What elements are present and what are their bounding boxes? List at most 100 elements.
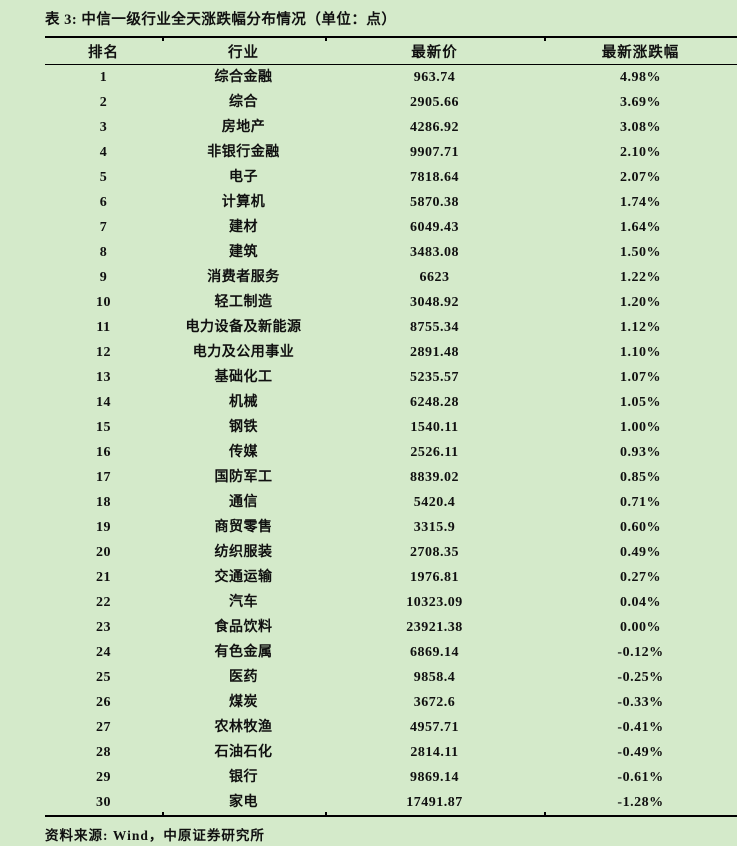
table-cell: 1.07%: [620, 370, 661, 385]
table-cell: 6248.28: [410, 395, 459, 410]
table-row: 21 交通运输 1976.81 0.27%: [45, 565, 737, 590]
table-cell: 0.60%: [620, 520, 661, 535]
header-latest-price: 最新价: [411, 44, 458, 61]
table-row: 26 煤炭 3672.6 -0.33%: [45, 690, 737, 715]
table-body: 1 综合金融 963.74 4.98% 2 综合 2905.66 3.69% 3 房地产 4286.…: [45, 65, 737, 817]
table-cell: 1.12%: [620, 320, 661, 335]
data-source-note: 资料来源: Wind，中原证券研究所: [45, 828, 265, 843]
table-cell: 26: [96, 695, 111, 710]
table-cell: 3672.6: [413, 695, 456, 710]
table-cell: 8755.34: [410, 320, 459, 335]
table-cell: 0.85%: [620, 470, 661, 485]
table-row: 20 纺织服装 2708.35 0.49%: [45, 540, 737, 565]
table-cell: 20: [96, 545, 111, 560]
table-cell: 0.49%: [620, 545, 661, 560]
table-row: 10 轻工制造 3048.92 1.20%: [45, 290, 737, 315]
table-cell: 9858.4: [413, 670, 456, 685]
table-container: 排名 行业 最新价 最新涨跌幅 1 综合金融 963.74 4.98% 2 综合 2905.…: [45, 36, 737, 817]
table-cell: 9907.71: [410, 145, 459, 160]
table-cell: 建筑: [229, 245, 258, 260]
table-cell: 19: [96, 520, 111, 535]
table-cell: -0.25%: [617, 670, 664, 685]
table-cell: 电子: [229, 170, 258, 185]
table-row: 14 机械 6248.28 1.05%: [45, 390, 737, 415]
table-cell: 消费者服务: [207, 270, 280, 285]
table-cell: 电力设备及新能源: [185, 320, 302, 335]
table-row: 7 建材 6049.43 1.64%: [45, 215, 737, 240]
table-cell: 15: [96, 420, 111, 435]
table-cell: 2891.48: [410, 345, 459, 360]
table-cell: 14: [96, 395, 111, 410]
table-cell: 4957.71: [410, 720, 459, 735]
table-cell: 房地产: [221, 120, 266, 135]
table-cell: 2708.35: [410, 545, 459, 560]
table-cell: -0.61%: [617, 770, 664, 785]
table-cell: 1.05%: [620, 395, 661, 410]
table-cell: 1.20%: [620, 295, 661, 310]
table-row: 13 基础化工 5235.57 1.07%: [45, 365, 737, 390]
table-cell: 7: [99, 220, 108, 235]
table-cell: 11: [96, 320, 111, 335]
table-row: 28 石油石化 2814.11 -0.49%: [45, 740, 737, 765]
table-row: 8 建筑 3483.08 1.50%: [45, 240, 737, 265]
table-cell: 家电: [229, 795, 258, 810]
industry-change-table: 排名 行业 最新价 最新涨跌幅 1 综合金融 963.74 4.98% 2 综合 2905.…: [45, 36, 737, 817]
table-cell: 8: [99, 245, 108, 260]
table-cell: 1.10%: [620, 345, 661, 360]
table-cell: 电力及公用事业: [192, 345, 295, 360]
table-cell: 食品饮料: [214, 620, 273, 635]
table-cell: 1.64%: [620, 220, 661, 235]
header-industry: 行业: [228, 44, 259, 61]
table-cell: 石油石化: [214, 745, 273, 760]
table-cell: 12: [96, 345, 111, 360]
table-row: 29 银行 9869.14 -0.61%: [45, 765, 737, 790]
table-cell: 3315.9: [413, 520, 456, 535]
table-cell: 10323.09: [406, 595, 463, 610]
table-cell: 16: [96, 445, 111, 460]
table-cell: 25: [96, 670, 111, 685]
table-cell: 30: [96, 795, 111, 810]
table-cell: 1.22%: [620, 270, 661, 285]
table-row: 17 国防军工 8839.02 0.85%: [45, 465, 737, 490]
table-row: 9 消费者服务 6623 1.22%: [45, 265, 737, 290]
table-row: 12 电力及公用事业 2891.48 1.10%: [45, 340, 737, 365]
table-cell: -0.41%: [617, 720, 664, 735]
table-cell: 27: [96, 720, 111, 735]
table-cell: 商贸零售: [214, 520, 273, 535]
table-row: 15 钢铁 1540.11 1.00%: [45, 415, 737, 440]
table-cell: 5235.57: [410, 370, 459, 385]
table-cell: 22: [96, 595, 111, 610]
table-row: 1 综合金融 963.74 4.98%: [45, 65, 737, 91]
table-cell: 17: [96, 470, 111, 485]
column-divider-tick: [544, 36, 546, 41]
table-cell: 10: [96, 295, 111, 310]
table-cell: 5870.38: [410, 195, 459, 210]
table-cell: 3.69%: [620, 95, 661, 110]
table-cell: 5: [99, 170, 108, 185]
column-divider-tick: [325, 812, 327, 817]
table-cell: 基础化工: [214, 370, 273, 385]
table-cell: 3: [99, 120, 108, 135]
table-row: 11 电力设备及新能源 8755.34 1.12%: [45, 315, 737, 340]
table-cell: 23921.38: [406, 620, 463, 635]
table-cell: 1.00%: [620, 420, 661, 435]
table-cell: 21: [96, 570, 111, 585]
table-row: 27 农林牧渔 4957.71 -0.41%: [45, 715, 737, 740]
table-cell: 18: [96, 495, 111, 510]
table-cell: 9: [99, 270, 108, 285]
table-cell: 6623: [419, 270, 450, 285]
table-cell: 1.74%: [620, 195, 661, 210]
table-cell: 29: [96, 770, 111, 785]
table-cell: 28: [96, 745, 111, 760]
table-header: 排名 行业 最新价 最新涨跌幅: [45, 37, 737, 65]
table-cell: -0.49%: [617, 745, 664, 760]
table-cell: 2.10%: [620, 145, 661, 160]
table-row: 23 食品饮料 23921.38 0.00%: [45, 615, 737, 640]
table-cell: 国防军工: [214, 470, 273, 485]
table-cell: 4.98%: [620, 70, 661, 85]
table-cell: 综合金融: [214, 70, 273, 85]
table-cell: 有色金属: [214, 645, 273, 660]
table-cell: 1540.11: [410, 420, 459, 435]
table-row: 19 商贸零售 3315.9 0.60%: [45, 515, 737, 540]
